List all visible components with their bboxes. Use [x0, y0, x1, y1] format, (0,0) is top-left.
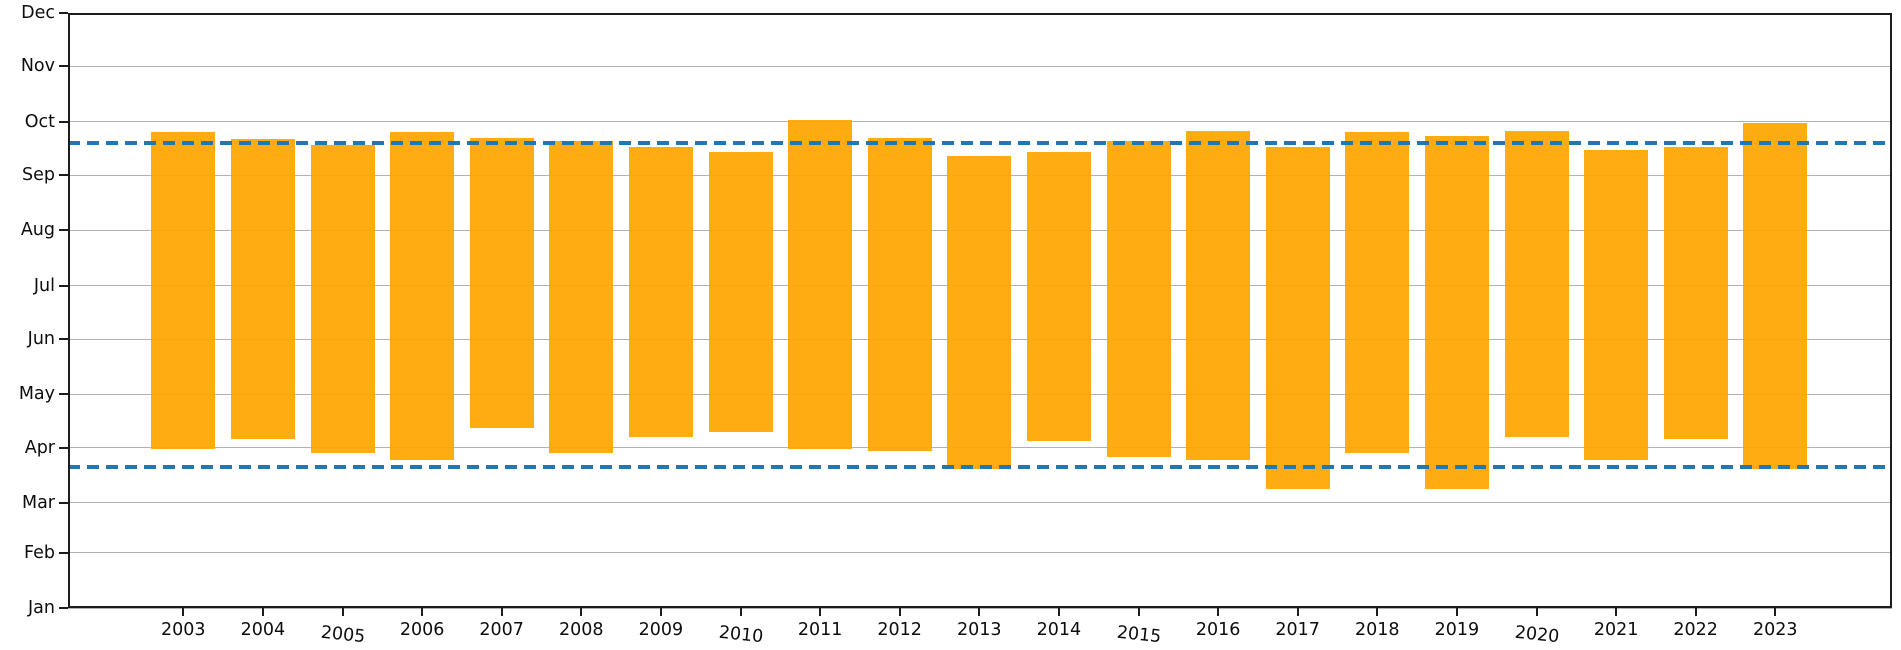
- y-tick-Apr: [59, 446, 68, 449]
- x-tick-2004: [261, 608, 264, 616]
- y-tick-Mar: [59, 501, 68, 504]
- x-tick-2014: [1057, 608, 1060, 616]
- x-tick-label-2006: 2006: [399, 620, 445, 640]
- x-tick-2013: [978, 608, 981, 616]
- x-tick-2016: [1217, 608, 1220, 616]
- x-tick-2006: [421, 608, 424, 616]
- y-tick-label-Aug: Aug: [20, 220, 55, 241]
- bar-2015: [1106, 141, 1171, 457]
- x-tick-label-2023: 2023: [1753, 620, 1798, 640]
- y-tick-May: [59, 393, 68, 396]
- y-tick-label-May: May: [18, 384, 55, 405]
- y-tick-label-Oct: Oct: [24, 111, 55, 132]
- y-tick-Feb: [59, 551, 68, 554]
- bar-2013: [947, 155, 1012, 470]
- x-tick-2020: [1535, 608, 1538, 616]
- x-tick-2003: [182, 608, 185, 616]
- x-tick-2023: [1774, 608, 1777, 616]
- x-tick-2009: [659, 608, 662, 616]
- x-tick-label-2004: 2004: [240, 620, 286, 640]
- bar-2008: [549, 141, 614, 453]
- bar-2010: [708, 151, 773, 432]
- x-tick-label-2008: 2008: [559, 620, 604, 640]
- y-tick-Dec: [59, 12, 68, 14]
- y-tick-label-Jun: Jun: [27, 329, 55, 349]
- bar-2017: [1265, 146, 1330, 489]
- x-tick-label-2015: 2015: [1115, 622, 1162, 648]
- x-tick-label-2020: 2020: [1513, 622, 1560, 648]
- x-tick-2015: [1137, 608, 1140, 616]
- bar-2007: [469, 137, 534, 429]
- x-tick-2021: [1615, 608, 1618, 616]
- x-tick-label-2010: 2010: [717, 622, 764, 648]
- gridline-Dec: [68, 12, 1892, 14]
- y-tick-Jul: [59, 284, 68, 287]
- x-tick-label-2014: 2014: [1036, 620, 1082, 640]
- gridline-Mar: [68, 502, 1892, 504]
- bar-2021: [1584, 150, 1649, 461]
- y-tick-Jun: [59, 338, 68, 340]
- bar-2023: [1743, 123, 1808, 470]
- x-tick-label-2016: 2016: [1195, 620, 1241, 640]
- y-tick-Nov: [59, 65, 68, 68]
- y-tick-Aug: [59, 229, 68, 232]
- bar-2004: [230, 139, 295, 439]
- x-tick-2017: [1296, 608, 1299, 616]
- y-tick-label-Jul: Jul: [33, 275, 55, 296]
- lower-mean-line: [68, 465, 1892, 470]
- gridline-Oct: [68, 121, 1892, 123]
- bar-2006: [390, 132, 455, 461]
- bar-2005: [310, 144, 375, 453]
- upper-mean-line: [68, 141, 1892, 146]
- bar-2003: [151, 132, 216, 450]
- gridline-Nov: [68, 65, 1892, 67]
- y-tick-label-Feb: Feb: [24, 542, 55, 563]
- bar-2009: [628, 146, 693, 437]
- x-tick-label-2018: 2018: [1355, 620, 1400, 640]
- bar-2020: [1504, 130, 1569, 437]
- x-tick-label-2003: 2003: [161, 620, 206, 640]
- bar-2019: [1424, 135, 1489, 489]
- y-tick-label-Dec: Dec: [21, 3, 55, 23]
- x-tick-2005: [341, 608, 344, 616]
- bar-2012: [867, 137, 932, 452]
- y-tick-label-Sep: Sep: [22, 165, 55, 186]
- x-tick-2010: [739, 608, 742, 616]
- y-tick-label-Jan: Jan: [28, 598, 55, 618]
- x-tick-label-2022: 2022: [1673, 620, 1718, 640]
- x-tick-2012: [898, 608, 901, 616]
- x-tick-2011: [819, 608, 822, 616]
- bar-2014: [1026, 151, 1091, 441]
- x-tick-2022: [1694, 608, 1697, 616]
- x-tick-label-2012: 2012: [877, 620, 922, 640]
- x-tick-2018: [1376, 608, 1379, 616]
- bar-2016: [1186, 130, 1251, 461]
- x-tick-label-2019: 2019: [1434, 620, 1480, 640]
- plot-area: [68, 12, 1892, 609]
- y-tick-Oct: [59, 120, 68, 123]
- y-tick-Sep: [59, 174, 68, 177]
- bar-2022: [1663, 146, 1728, 439]
- x-tick-2008: [580, 608, 583, 616]
- x-tick-label-2013: 2013: [957, 620, 1002, 640]
- x-tick-label-2009: 2009: [638, 620, 684, 640]
- x-tick-label-2011: 2011: [797, 620, 843, 640]
- x-tick-label-2005: 2005: [319, 622, 366, 648]
- y-tick-Jan: [59, 607, 68, 609]
- x-tick-label-2017: 2017: [1275, 620, 1320, 640]
- y-tick-label-Apr: Apr: [24, 437, 55, 458]
- gridline-Feb: [68, 552, 1892, 554]
- y-tick-label-Nov: Nov: [20, 56, 55, 77]
- x-tick-2019: [1455, 608, 1458, 616]
- y-tick-label-Mar: Mar: [21, 492, 55, 513]
- bar-2011: [788, 119, 853, 450]
- x-tick-label-2007: 2007: [479, 620, 524, 640]
- x-tick-2007: [500, 608, 503, 616]
- x-tick-label-2021: 2021: [1593, 620, 1639, 640]
- bar-2018: [1345, 132, 1410, 453]
